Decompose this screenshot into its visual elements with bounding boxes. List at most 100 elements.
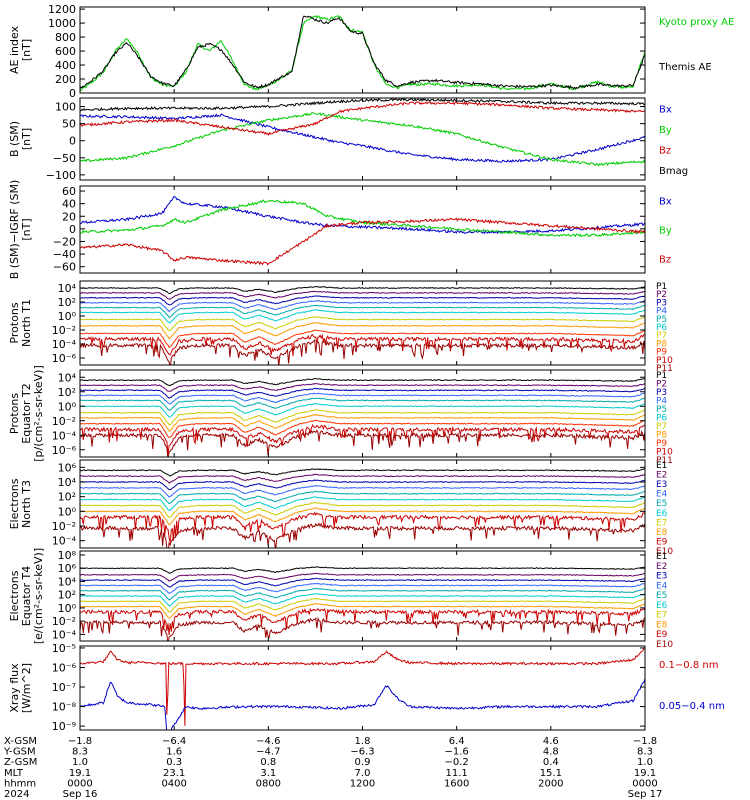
channel-label: E10 <box>656 640 673 650</box>
channel-label: P1 <box>656 282 667 292</box>
x-tick-value: 8.3 <box>72 747 88 758</box>
channel-line-p3 <box>80 387 645 399</box>
channel-label: E8 <box>656 528 668 538</box>
y-axis-label: [p/(cm²-s-sr-keV)] <box>32 365 45 462</box>
channel-line-p2 <box>80 290 645 300</box>
y-axis-label: [W/m^2] <box>20 663 33 713</box>
channel-label: P10 <box>656 448 673 458</box>
x-tick-value: 0000 <box>67 778 92 789</box>
channel-line-p10 <box>80 424 645 455</box>
channel-line-e5 <box>80 490 645 505</box>
y-tick-label: 1200 <box>48 3 76 16</box>
y-tick-label: 10⁰ <box>58 310 77 323</box>
y-tick-label: 800 <box>55 31 76 44</box>
y-tick-label: 10⁶ <box>58 562 77 575</box>
y-tick-label: 10⁻⁷ <box>52 681 76 694</box>
x-tick-value: −6.3 <box>350 747 374 758</box>
x-tick-value: −1.6 <box>445 747 469 758</box>
channel-line-e2 <box>80 473 645 484</box>
y-tick-label: 10⁴ <box>58 476 77 489</box>
y-tick-label: 10⁻⁴ <box>52 628 77 641</box>
y-tick-label: 600 <box>55 45 76 58</box>
plot-area <box>80 378 645 457</box>
y-tick-label: 40 <box>62 198 76 211</box>
channel-line-e6 <box>80 593 645 607</box>
legend-label: Bz <box>659 145 671 156</box>
y-tick-label: 10² <box>58 296 76 309</box>
channel-label: P4 <box>656 307 667 317</box>
y-tick-label: 10⁻⁹ <box>52 720 76 733</box>
y-tick-label: 10⁴ <box>58 371 77 384</box>
channel-line-p7 <box>80 316 645 332</box>
channel-line-p9 <box>80 329 645 349</box>
x-tick-value: 1.8 <box>355 736 371 747</box>
x-tick-value: 19.1 <box>69 768 91 779</box>
channel-line-e10 <box>80 616 645 641</box>
x-tick-value: 0.8 <box>260 757 276 768</box>
channel-line-e10 <box>80 522 645 548</box>
channel-label: P11 <box>656 456 673 466</box>
x-tick-value: 8.3 <box>637 747 653 758</box>
channel-line-p4 <box>80 392 645 405</box>
channel-line-p4 <box>80 300 645 313</box>
x-tick-value: 2000 <box>538 778 563 789</box>
channel-label: E9 <box>656 537 668 547</box>
channel-label: P2 <box>656 380 667 390</box>
channel-line-e8 <box>80 507 645 526</box>
y-tick-label: 0 <box>69 135 76 148</box>
channel-label: P4 <box>656 397 667 407</box>
y-tick-label: 10⁻⁶ <box>52 444 77 457</box>
y-tick-label: 10² <box>58 386 76 399</box>
channel-label: P2 <box>656 290 667 300</box>
channel-label: P10 <box>656 356 673 366</box>
y-tick-label: 100 <box>55 101 76 114</box>
panel-frame <box>79 97 646 181</box>
legend-label: Themis AE <box>658 62 712 73</box>
y-tick-label: 10⁻⁴ <box>52 535 77 548</box>
y-tick-label: 10⁻² <box>52 520 76 533</box>
series-line-themis-ae <box>80 15 645 90</box>
channel-label: P5 <box>656 405 667 415</box>
channel-line-p10 <box>80 333 645 357</box>
y-tick-label: 10⁰ <box>58 505 77 518</box>
y-tick-label: −40 <box>53 248 76 261</box>
y-tick-label: 20 <box>62 210 76 223</box>
channel-label: E1 <box>656 552 667 562</box>
channel-label: P7 <box>656 331 667 341</box>
plot-area <box>80 647 645 730</box>
channel-label: P8 <box>656 339 667 349</box>
channel-label: E1 <box>656 461 667 471</box>
channel-label: E9 <box>656 630 668 640</box>
x-tick-value: Sep 17 <box>628 789 663 800</box>
channel-line-e3 <box>80 577 645 588</box>
y-tick-label: 10⁻⁴ <box>52 429 77 442</box>
channel-line-e5 <box>80 587 645 601</box>
series-line-bz <box>80 101 645 137</box>
channel-line-p7 <box>80 409 645 426</box>
y-tick-label: 10⁻⁸ <box>52 701 77 714</box>
channel-line-p6 <box>80 309 645 324</box>
channel-line-e2 <box>80 572 645 582</box>
x-tick-value: −0.2 <box>445 757 469 768</box>
channel-label: E6 <box>656 509 668 519</box>
y-tick-label: 10⁻⁵ <box>52 642 76 655</box>
y-axis-label: Xray flux <box>8 663 21 713</box>
y-axis-label: Protons <box>8 302 21 343</box>
x-tick-value: 11.1 <box>446 768 468 779</box>
y-axis-label: Equator T4 <box>20 566 33 626</box>
y-tick-label: 10⁻⁴ <box>52 338 77 351</box>
channel-label: P9 <box>656 439 667 449</box>
channel-line-p3 <box>80 295 645 306</box>
x-tick-value: 1.6 <box>166 747 182 758</box>
x-tick-value: 1.0 <box>72 757 88 768</box>
channel-line-p11 <box>80 429 645 457</box>
y-tick-label: 10⁰ <box>58 602 77 615</box>
legend-label: Bmag <box>659 166 688 177</box>
plot-area <box>80 285 645 365</box>
y-tick-label: −20 <box>53 235 76 248</box>
x-tick-value: 0.9 <box>355 757 371 768</box>
channel-label: P3 <box>656 388 667 398</box>
